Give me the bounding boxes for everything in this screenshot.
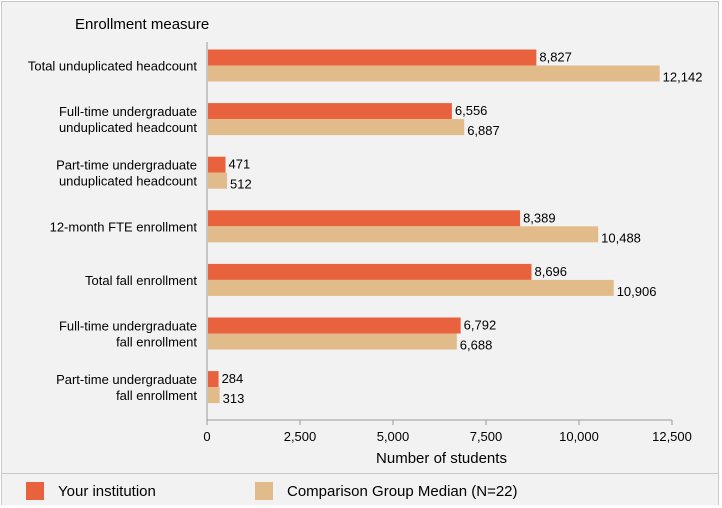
category-label: fall enrollment (116, 388, 197, 403)
category-label: unduplicated headcount (59, 120, 197, 135)
data-label: 512 (230, 177, 252, 192)
data-label: 8,389 (523, 210, 556, 225)
data-label: 8,696 (534, 264, 567, 279)
x-tick-label: 2,500 (284, 429, 317, 444)
legend-swatch-comparison-median (255, 482, 273, 500)
legend-item-your-institution: Your institution (26, 482, 156, 500)
x-axis-title: Number of students (376, 450, 507, 467)
category-label: unduplicated headcount (59, 174, 197, 189)
category-label: 12-month FTE enrollment (50, 219, 198, 234)
x-tick-label: 0 (203, 429, 210, 444)
x-tick-label: 12,500 (652, 429, 692, 444)
bar-your-institution (208, 49, 537, 66)
category-label: Part-time undergraduate (56, 158, 197, 173)
data-label: 6,792 (464, 318, 497, 333)
legend-label-comparison-median: Comparison Group Median (N=22) (287, 482, 518, 500)
bar-your-institution (208, 263, 532, 280)
data-label: 6,887 (467, 123, 500, 138)
category-label: Full-time undergraduate (59, 319, 197, 334)
data-label: 8,827 (539, 50, 572, 65)
bar-your-institution (208, 317, 461, 334)
category-label: Total unduplicated headcount (28, 59, 198, 74)
legend: Your institution Comparison Group Median… (2, 473, 718, 505)
data-label: 10,906 (617, 284, 657, 299)
data-label: 12,142 (663, 70, 703, 85)
data-label: 6,688 (460, 338, 493, 353)
bar-comparison-median (208, 279, 614, 296)
x-tick-label: 5,000 (377, 429, 410, 444)
plot-panel: Enrollment measure 0 2,500 5,000 7,500 10,000… (2, 2, 718, 472)
category-label: Total fall enrollment (85, 273, 197, 288)
category-label: Full-time undergraduate (59, 104, 197, 119)
bar-your-institution (208, 210, 521, 227)
bar-your-institution (208, 371, 219, 388)
bar-comparison-median (208, 333, 457, 350)
bar-comparison-median (208, 387, 220, 404)
category-label: fall enrollment (116, 335, 197, 350)
data-label: 471 (229, 157, 251, 172)
bar-comparison-median (208, 65, 660, 82)
x-tick-label: 10,000 (559, 429, 599, 444)
data-label: 284 (222, 371, 244, 386)
x-tick-label: 7,500 (470, 429, 503, 444)
bar-comparison-median (208, 119, 465, 136)
chart-title: Enrollment measure (75, 16, 209, 33)
data-label: 10,488 (601, 230, 641, 245)
bar-your-institution (208, 103, 452, 120)
bar-your-institution (208, 156, 226, 173)
legend-swatch-your-institution (26, 482, 44, 500)
enrollment-bar-chart: Enrollment measure 0 2,500 5,000 7,500 10,000… (28, 16, 703, 467)
legend-item-comparison-median: Comparison Group Median (N=22) (255, 482, 518, 500)
bar-comparison-median (208, 172, 228, 189)
legend-label-your-institution: Your institution (58, 482, 156, 500)
bar-comparison-median (208, 226, 599, 243)
data-label: 6,556 (455, 103, 488, 118)
category-label: Part-time undergraduate (56, 372, 197, 387)
data-label: 313 (223, 391, 245, 406)
